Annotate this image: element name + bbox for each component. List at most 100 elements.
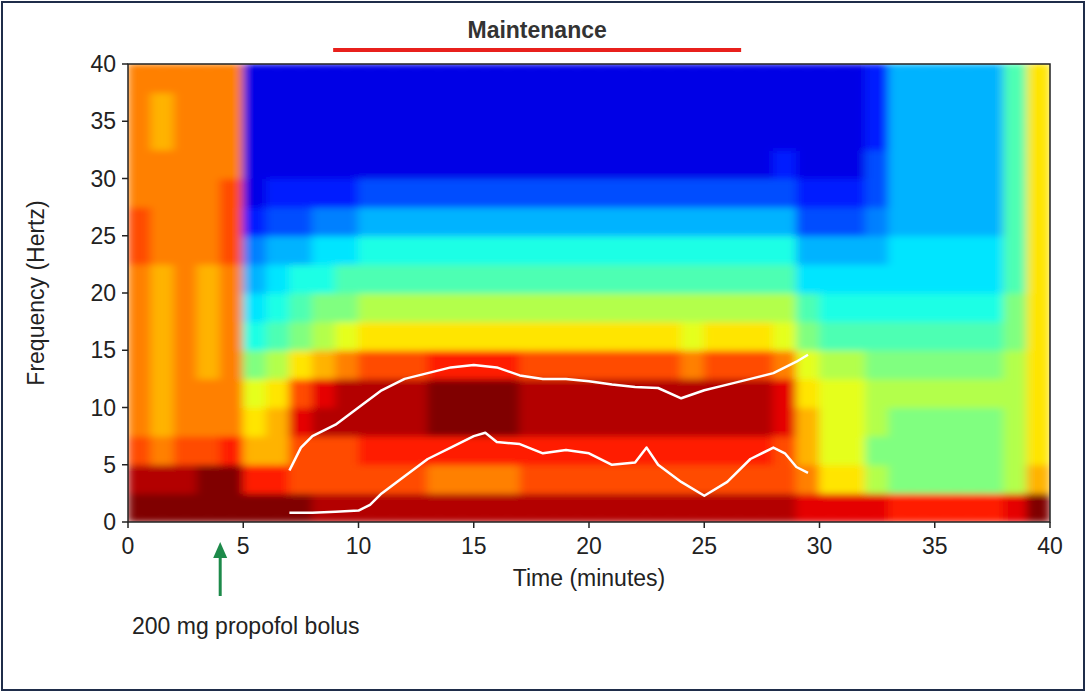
- cell: [312, 350, 336, 380]
- cell: [980, 92, 1004, 122]
- cell: [957, 207, 981, 237]
- cell: [335, 121, 359, 151]
- cell: [312, 436, 336, 466]
- cell: [911, 149, 935, 179]
- cell: [612, 264, 636, 294]
- cell: [612, 407, 636, 437]
- cell: [842, 178, 866, 208]
- x-tick-label: 5: [237, 533, 250, 559]
- cell: [612, 235, 636, 265]
- cell: [151, 92, 175, 122]
- cell: [519, 493, 543, 522]
- cell: [427, 92, 451, 122]
- cell: [243, 207, 267, 237]
- cell: [289, 264, 313, 294]
- cell: [704, 493, 728, 522]
- cell: [842, 464, 866, 494]
- y-tick: [122, 63, 128, 65]
- cell: [842, 321, 866, 351]
- y-tick-label: 25: [90, 223, 116, 249]
- cell: [266, 64, 290, 93]
- cell: [819, 378, 843, 408]
- cell: [819, 121, 843, 151]
- cell: [151, 149, 175, 179]
- cell: [197, 149, 221, 179]
- cell: [128, 235, 152, 265]
- cell: [151, 235, 175, 265]
- cell: [612, 293, 636, 323]
- cell: [151, 178, 175, 208]
- cell: [727, 92, 751, 122]
- cell: [473, 464, 497, 494]
- cell: [612, 178, 636, 208]
- cell: [612, 378, 636, 408]
- cell: [773, 235, 797, 265]
- cell: [496, 493, 520, 522]
- cell: [197, 207, 221, 237]
- cell: [658, 493, 682, 522]
- cell: [128, 407, 152, 437]
- cell: [565, 464, 589, 494]
- cell: [565, 92, 589, 122]
- cell: [381, 92, 405, 122]
- cell: [473, 321, 497, 351]
- cell: [565, 207, 589, 237]
- cell: [704, 436, 728, 466]
- cell: [174, 178, 198, 208]
- cell: [496, 264, 520, 294]
- cell: [174, 235, 198, 265]
- cell: [243, 321, 267, 351]
- x-tick-label: 30: [807, 533, 833, 559]
- cell: [404, 64, 428, 93]
- cell: [704, 264, 728, 294]
- cell: [381, 264, 405, 294]
- cell: [289, 121, 313, 151]
- cell: [174, 464, 198, 494]
- cell: [220, 92, 244, 122]
- cell: [957, 149, 981, 179]
- cell: [1026, 493, 1050, 522]
- cell: [750, 407, 774, 437]
- cell: [888, 264, 912, 294]
- cell: [404, 264, 428, 294]
- cell: [312, 407, 336, 437]
- cell: [542, 264, 566, 294]
- cell: [128, 64, 152, 93]
- cell: [727, 264, 751, 294]
- cell: [335, 464, 359, 494]
- cell: [496, 178, 520, 208]
- cell: [612, 350, 636, 380]
- cell: [589, 64, 613, 93]
- cell: [934, 235, 958, 265]
- cell: [911, 464, 935, 494]
- cell: [589, 436, 613, 466]
- cell: [519, 436, 543, 466]
- cell: [358, 293, 382, 323]
- cell: [842, 493, 866, 522]
- y-tick-label: 0: [103, 509, 116, 535]
- cell: [197, 436, 221, 466]
- cell: [565, 293, 589, 323]
- cell: [450, 264, 474, 294]
- cell: [842, 264, 866, 294]
- cell: [750, 378, 774, 408]
- cell: [151, 207, 175, 237]
- cell: [888, 378, 912, 408]
- cell: [865, 378, 889, 408]
- cell: [220, 235, 244, 265]
- cell: [1003, 264, 1027, 294]
- cell: [450, 436, 474, 466]
- cell: [151, 436, 175, 466]
- y-tick: [122, 292, 128, 294]
- cell: [197, 235, 221, 265]
- cell: [519, 149, 543, 179]
- cell: [727, 149, 751, 179]
- cell: [1003, 235, 1027, 265]
- cell: [289, 149, 313, 179]
- cell: [704, 64, 728, 93]
- cell: [704, 407, 728, 437]
- cell: [704, 235, 728, 265]
- cell: [888, 149, 912, 179]
- cell: [220, 321, 244, 351]
- cell: [519, 321, 543, 351]
